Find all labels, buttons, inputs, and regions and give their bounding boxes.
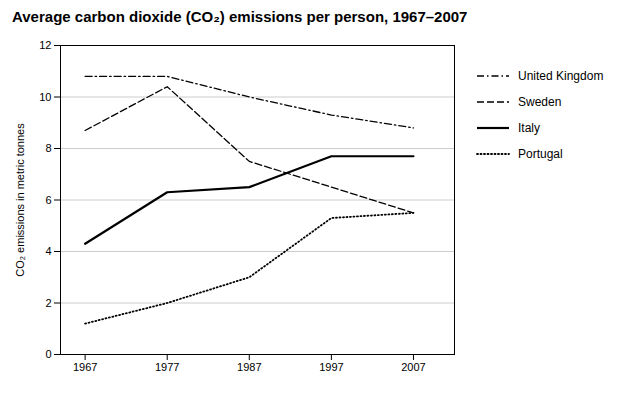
svg-text:CO₂ emissions in metric tonnes: CO₂ emissions in metric tonnes xyxy=(14,123,26,277)
html-text:Italy: Italy xyxy=(518,121,540,135)
svg-text:8: 8 xyxy=(45,142,51,154)
svg-text:1967: 1967 xyxy=(73,361,97,373)
html-text:United Kingdom: United Kingdom xyxy=(518,69,604,83)
svg-text:1997: 1997 xyxy=(319,361,343,373)
svg-text:2: 2 xyxy=(45,297,51,309)
html-text:Average carbon dioxide (CO₂) e: Average carbon dioxide (CO₂) emissions p… xyxy=(12,8,468,25)
svg-text:6: 6 xyxy=(45,194,51,206)
svg-text:10: 10 xyxy=(39,91,51,103)
svg-text:2007: 2007 xyxy=(401,361,425,373)
svg-text:1977: 1977 xyxy=(155,361,179,373)
svg-text:0: 0 xyxy=(45,348,51,360)
html-text:Portugal: Portugal xyxy=(518,147,563,161)
html-text:Sweden: Sweden xyxy=(518,95,562,109)
svg-text:12: 12 xyxy=(39,39,51,51)
svg-text:1987: 1987 xyxy=(237,361,261,373)
svg-text:4: 4 xyxy=(45,245,51,257)
